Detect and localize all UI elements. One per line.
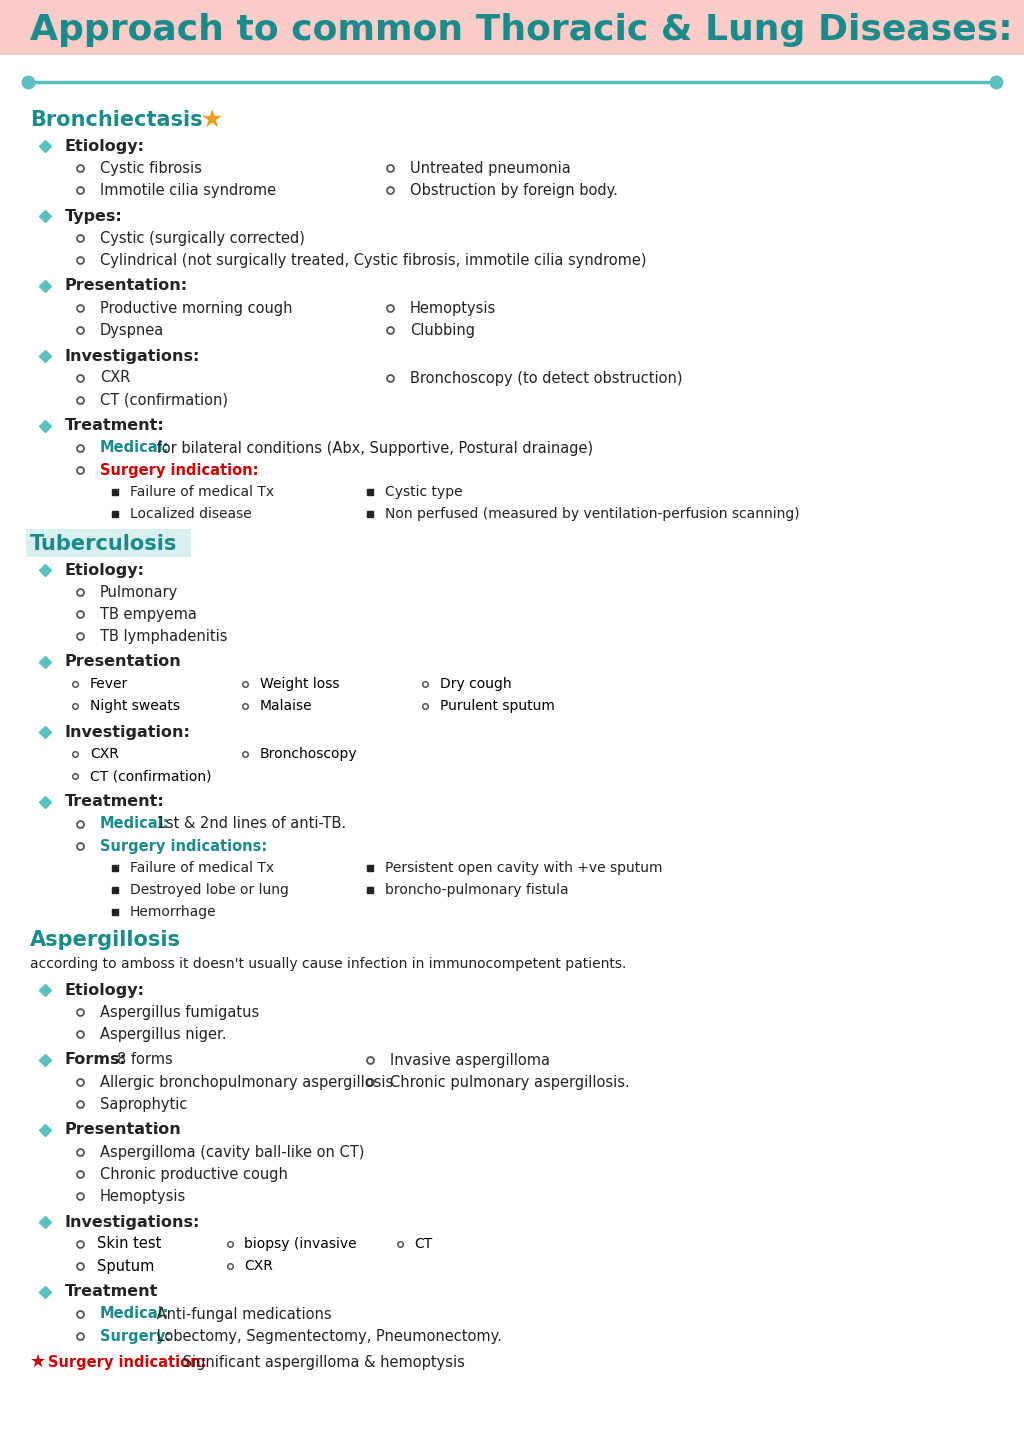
Text: Bronchoscopy: Bronchoscopy (260, 747, 357, 761)
Text: Productive morning cough: Productive morning cough (100, 300, 293, 315)
Text: according to amboss it doesn't usually cause infection in immunocompetent patien: according to amboss it doesn't usually c… (30, 957, 627, 970)
Text: Hemorrhage: Hemorrhage (130, 905, 217, 918)
Text: Sputum: Sputum (97, 1259, 155, 1274)
Text: Pulmonary: Pulmonary (100, 585, 178, 599)
Text: TB empyema: TB empyema (100, 606, 197, 621)
Bar (26, 529, 191, 557)
Text: Approach to common Thoracic & Lung Diseases:: Approach to common Thoracic & Lung Disea… (30, 13, 1013, 48)
Text: Treatment:: Treatment: (65, 419, 165, 433)
Text: Cystic fibrosis: Cystic fibrosis (100, 160, 202, 176)
Text: Surgery:: Surgery: (100, 1328, 171, 1343)
Text: Hemoptysis: Hemoptysis (100, 1188, 186, 1203)
Text: Aspergilloma (cavity ball-like on CT): Aspergilloma (cavity ball-like on CT) (100, 1145, 365, 1160)
Text: Types:: Types: (65, 208, 123, 224)
Text: Localized disease: Localized disease (130, 507, 252, 521)
Text: 1st & 2nd lines of anti-TB.: 1st & 2nd lines of anti-TB. (153, 816, 346, 832)
Text: biopsy (invasive: biopsy (invasive (244, 1238, 356, 1251)
Text: Night sweats: Night sweats (90, 699, 180, 713)
Text: Weight loss: Weight loss (260, 677, 340, 692)
Text: Tuberculosis: Tuberculosis (30, 534, 177, 554)
Text: CT: CT (414, 1238, 432, 1251)
Text: CXR: CXR (244, 1259, 272, 1274)
Text: Invasive aspergilloma: Invasive aspergilloma (390, 1053, 550, 1067)
Text: Allergic bronchopulmonary aspergillosis: Allergic bronchopulmonary aspergillosis (100, 1074, 393, 1090)
Text: Investigations:: Investigations: (65, 348, 201, 364)
Text: Etiology:: Etiology: (65, 563, 145, 578)
Text: 8 forms: 8 forms (117, 1053, 173, 1067)
Text: Destroyed lobe or lung: Destroyed lobe or lung (130, 882, 289, 897)
Text: CXR: CXR (100, 371, 130, 386)
Text: Treatment: Treatment (65, 1285, 159, 1300)
Text: Fever: Fever (90, 677, 128, 692)
Text: Obstruction by foreign body.: Obstruction by foreign body. (410, 182, 617, 198)
Text: Presentation: Presentation (65, 654, 181, 670)
Text: Cystic type: Cystic type (385, 485, 463, 500)
Text: Etiology:: Etiology: (65, 982, 145, 998)
Text: broncho-pulmonary fistula: broncho-pulmonary fistula (385, 882, 568, 897)
Text: Chronic pulmonary aspergillosis.: Chronic pulmonary aspergillosis. (390, 1074, 630, 1090)
Text: Lobectomy, Segmentectomy, Pneumonectomy.: Lobectomy, Segmentectomy, Pneumonectomy. (153, 1328, 502, 1343)
Text: Aspergillus niger.: Aspergillus niger. (100, 1027, 226, 1041)
Text: Treatment:: Treatment: (65, 794, 165, 810)
Text: Persistent open cavity with +ve sputum: Persistent open cavity with +ve sputum (385, 861, 663, 875)
Text: Untreated pneumonia: Untreated pneumonia (410, 160, 570, 176)
Text: CT (confirmation): CT (confirmation) (100, 393, 228, 407)
Text: Hemoptysis: Hemoptysis (410, 300, 497, 315)
Text: Medical:: Medical: (100, 440, 170, 455)
Text: Failure of medical Tx: Failure of medical Tx (130, 485, 274, 500)
Text: Presentation: Presentation (65, 1122, 181, 1138)
Text: Aspergillosis: Aspergillosis (30, 930, 181, 950)
Text: :: : (153, 654, 159, 670)
Text: Bronchiectasis: Bronchiectasis (30, 110, 203, 130)
Text: Surgery indication:: Surgery indication: (48, 1354, 207, 1369)
Text: Dry cough: Dry cough (440, 677, 512, 692)
Text: Immotile cilia syndrome: Immotile cilia syndrome (100, 182, 276, 198)
Text: Malaise: Malaise (260, 699, 312, 713)
Text: Forms:: Forms: (65, 1053, 127, 1067)
Text: Anti-fungal medications: Anti-fungal medications (153, 1307, 332, 1321)
Text: TB lymphadenitis: TB lymphadenitis (100, 628, 227, 644)
Text: Failure of medical Tx: Failure of medical Tx (130, 861, 274, 875)
Text: Medical:: Medical: (100, 816, 170, 832)
Text: Significant aspergilloma & hemoptysis: Significant aspergilloma & hemoptysis (178, 1354, 465, 1369)
Text: Cystic (surgically corrected): Cystic (surgically corrected) (100, 231, 305, 245)
Text: for bilateral conditions (Abx, Supportive, Postural drainage): for bilateral conditions (Abx, Supportiv… (153, 440, 593, 455)
Text: ★: ★ (200, 108, 222, 131)
Text: ★: ★ (30, 1353, 46, 1370)
Text: Etiology:: Etiology: (65, 139, 145, 153)
Text: Medical:: Medical: (100, 1307, 170, 1321)
Text: Non perfused (measured by ventilation-perfusion scanning): Non perfused (measured by ventilation-pe… (385, 507, 800, 521)
Text: CXR: CXR (90, 747, 119, 761)
Text: Purulent sputum: Purulent sputum (440, 699, 555, 713)
Bar (0, 0, 1024, 55)
Text: Saprophytic: Saprophytic (100, 1096, 187, 1112)
Text: Investigations:: Investigations: (65, 1214, 201, 1229)
Text: Skin test: Skin test (97, 1236, 162, 1252)
Text: Dyspnea: Dyspnea (100, 322, 164, 338)
Text: Cylindrical (not surgically treated, Cystic fibrosis, immotile cilia syndrome): Cylindrical (not surgically treated, Cys… (100, 253, 646, 267)
Text: Surgery indications:: Surgery indications: (100, 839, 267, 853)
Text: Aspergillus fumigatus: Aspergillus fumigatus (100, 1005, 259, 1019)
Text: Bronchoscopy (to detect obstruction): Bronchoscopy (to detect obstruction) (410, 371, 683, 386)
Text: Presentation:: Presentation: (65, 279, 188, 293)
Text: :: : (153, 1122, 159, 1138)
Text: Investigation:: Investigation: (65, 725, 190, 739)
Text: Chronic productive cough: Chronic productive cough (100, 1167, 288, 1181)
Text: Surgery indication:: Surgery indication: (100, 462, 258, 478)
Text: CT (confirmation): CT (confirmation) (90, 770, 212, 783)
Text: Clubbing: Clubbing (410, 322, 475, 338)
